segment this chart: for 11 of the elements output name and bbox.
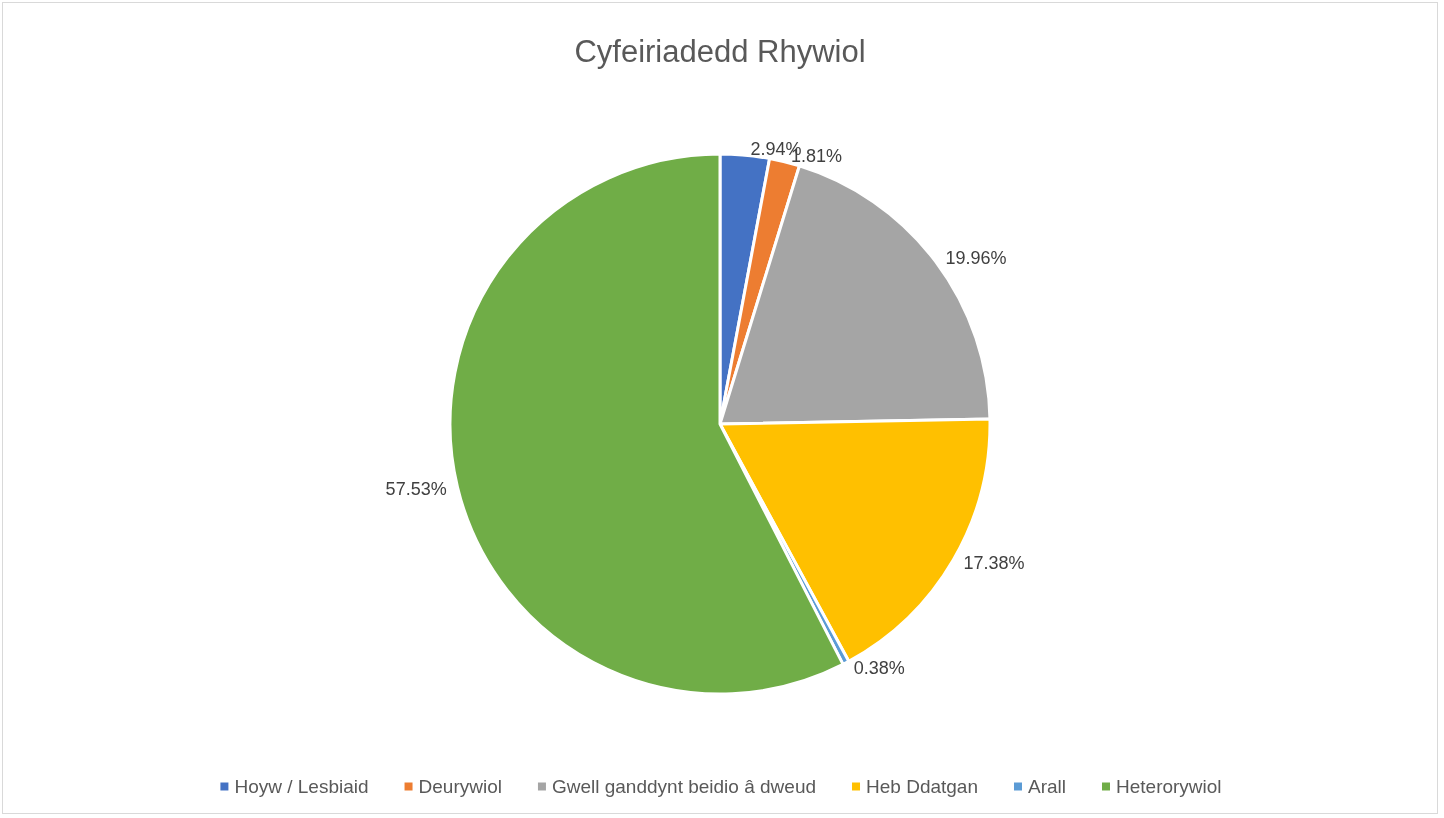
legend-label: Arall (1027, 776, 1067, 797)
data-label: 17.38% (963, 553, 1025, 573)
legend-label: Hoyw / Lesbiaid (234, 776, 369, 797)
data-label: 0.38% (853, 658, 905, 679)
data-label: 57.53% (385, 478, 447, 499)
chart-title: Cyfeiriadedd Rhywiol (574, 34, 866, 69)
legend-label: Heb Ddatgan (866, 776, 978, 797)
legend-label: Gwell ganddynt beidio â dweud (551, 776, 817, 797)
legend-label: Heterorywiol (1116, 776, 1222, 797)
data-label: 19.96% (945, 248, 1007, 269)
legend-label: Deurywiol (418, 776, 502, 797)
